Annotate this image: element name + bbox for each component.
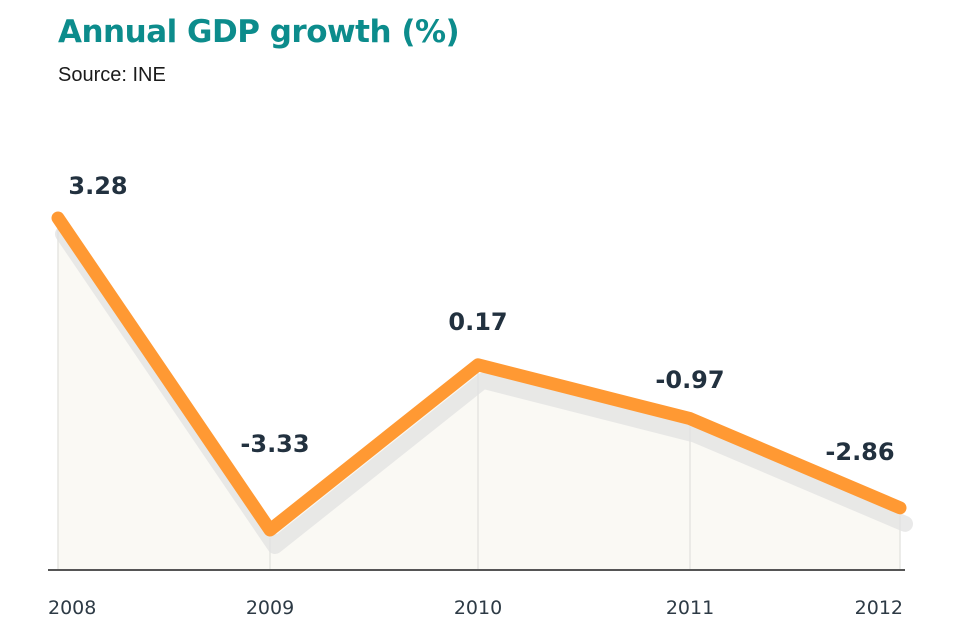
- data-label-2008: 3.28: [68, 172, 127, 200]
- series-line: [51, 211, 907, 537]
- x-tick-label-2008: 2008: [48, 597, 96, 619]
- chart-title: Annual GDP growth (%): [58, 14, 460, 50]
- plot-area: 3.28 -3.33 0.17 -0.97 -2.86 2008 2009 2010 2011 2…: [48, 172, 913, 619]
- x-tick-label-2011: 2011: [666, 597, 714, 619]
- x-tick-label-2009: 2009: [246, 597, 294, 619]
- data-label-2010: 0.17: [448, 308, 507, 336]
- x-tick-label-2010: 2010: [454, 597, 502, 619]
- data-label-2009: -3.33: [240, 430, 309, 458]
- x-tick-label-2012: 2012: [855, 597, 903, 619]
- chart-source: Source: INE: [58, 64, 166, 86]
- data-label-2011: -0.97: [655, 366, 724, 394]
- data-label-2012: -2.86: [825, 438, 894, 466]
